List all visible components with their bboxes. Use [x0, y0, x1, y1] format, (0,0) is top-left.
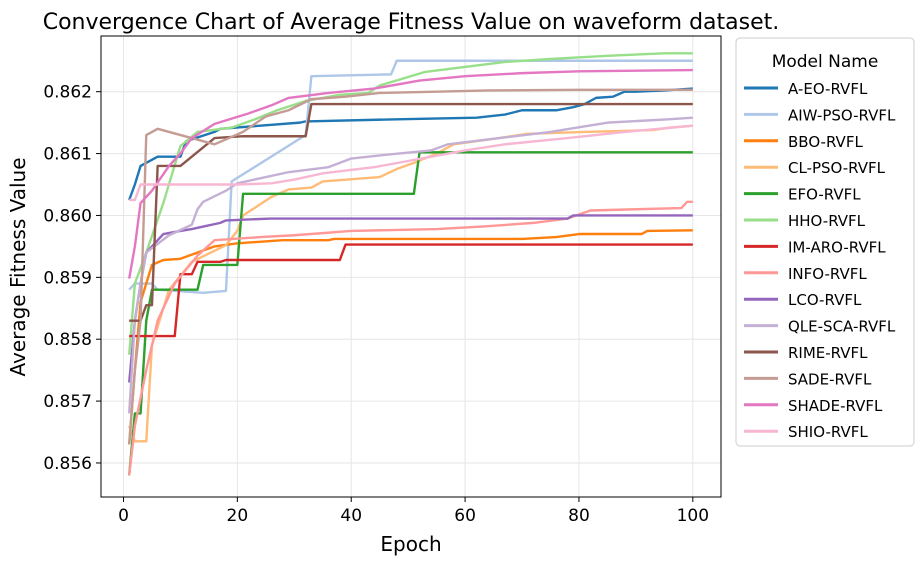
x-tick-label: 80 [568, 506, 590, 526]
series-line-im-aro-rvfl [129, 243, 693, 338]
series-line-sade-rvfl [127, 88, 693, 445]
legend-label-a-eo-rvfl: A-EO-RVFL [788, 80, 868, 98]
series-line-qle-sca-rvfl [127, 116, 693, 414]
legend-frame [735, 37, 915, 447]
y-tick-label: 0.861 [43, 145, 92, 165]
legend-label-im-aro-rvfl: IM-ARO-RVFL [788, 238, 886, 256]
y-axis-label: Average Fitness Value [6, 157, 30, 376]
legend-label-hho-rvfl: HHO-RVFL [788, 212, 866, 230]
legend-label-shio-rvfl: SHIO-RVFL [788, 423, 868, 441]
series-line-aiw-pso-rvfl [128, 59, 693, 294]
legend: Model Name A-EO-RVFL AIW-PSO-RVFL BBO-RVFL… [735, 37, 915, 447]
legend-label-shade-rvfl: SHADE-RVFL [788, 397, 883, 415]
series-line-info-rvfl [127, 200, 693, 476]
series-line-cl-pso-rvfl [128, 124, 693, 443]
y-tick-label: 0.857 [43, 392, 92, 412]
legend-label-qle-sca-rvfl: QLE-SCA-RVFL [788, 318, 896, 336]
y-tick-label: 0.860 [43, 206, 92, 226]
x-tick-label: 0 [118, 506, 129, 526]
legend-label-cl-pso-rvfl: CL-PSO-RVFL [788, 159, 886, 177]
series-line-rime-rvfl [129, 102, 693, 322]
x-tick-label: 20 [227, 506, 249, 526]
legend-title: Model Name [772, 52, 879, 72]
y-tick-label: 0.856 [43, 454, 92, 474]
series-line-hho-rvfl [127, 52, 693, 355]
legend-label-bbo-rvfl: BBO-RVFL [788, 133, 863, 151]
legend-items: A-EO-RVFL AIW-PSO-RVFL BBO-RVFL CL-PSO-RVFL… [744, 80, 896, 441]
x-axis-ticks: 0 20 40 60 80 100 [118, 497, 709, 526]
legend-label-lco-rvfl: LCO-RVFL [788, 291, 862, 309]
x-tick-label: 40 [340, 506, 362, 526]
legend-label-aiw-pso-rvfl: AIW-PSO-RVFL [788, 106, 896, 124]
legend-label-rime-rvfl: RIME-RVFL [788, 344, 868, 362]
x-tick-label: 60 [454, 506, 476, 526]
x-tick-label: 100 [677, 506, 709, 526]
series-line-shade-rvfl [127, 68, 693, 279]
legend-label-info-rvfl: INFO-RVFL [788, 265, 867, 283]
y-axis-ticks: 0.856 0.857 0.858 0.859 0.860 0.861 0.862 [43, 83, 101, 474]
chart-title: Convergence Chart of Average Fitness Val… [43, 10, 780, 35]
y-tick-label: 0.859 [43, 268, 92, 288]
legend-label-sade-rvfl: SADE-RVFL [788, 370, 872, 388]
plot-area-frame [100, 35, 722, 498]
legend-label-efo-rvfl: EFO-RVFL [788, 186, 861, 204]
x-axis-label: Epoch [380, 532, 441, 556]
series-line-shio-rvfl [129, 124, 693, 202]
series-lines [127, 52, 693, 476]
y-tick-label: 0.858 [43, 330, 92, 350]
series-line-efo-rvfl [127, 151, 693, 476]
y-tick-label: 0.862 [43, 83, 92, 103]
series-line-bbo-rvfl [127, 229, 693, 445]
